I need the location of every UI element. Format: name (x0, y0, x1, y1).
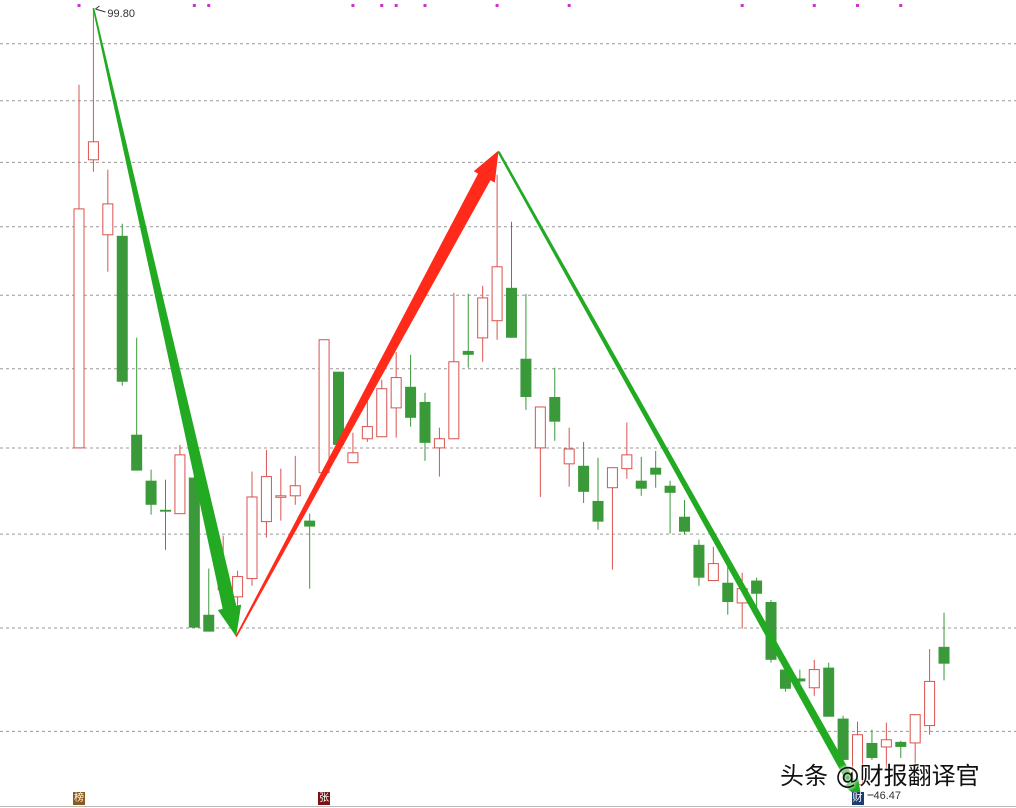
trend-arrow (235, 150, 499, 637)
top-marker-dot (207, 4, 211, 7)
candle-body-up (87, 141, 99, 161)
candle-body-up (246, 496, 258, 580)
top-marker-dot (423, 4, 427, 7)
top-marker-dot (567, 4, 571, 7)
candle-body-up (707, 563, 719, 582)
top-marker-dot (380, 4, 384, 7)
top-marker-dot (856, 4, 860, 7)
candle-body-up (534, 406, 546, 449)
top-marker-dot (812, 4, 816, 7)
candle-body-down (693, 544, 705, 578)
candle-body-down (650, 467, 662, 475)
candle-body-up (808, 669, 820, 689)
trend-arrow (92, 7, 242, 637)
candle-body-up (260, 476, 272, 523)
high-price-label: 99.80 (107, 8, 135, 20)
candle-body-up (621, 454, 633, 470)
candle-body-down (578, 465, 590, 492)
candle-body-down (895, 741, 907, 747)
candle-body-down (419, 401, 431, 443)
candle-body-up (924, 680, 936, 727)
watermark: 头条 @财报翻译官 (780, 762, 980, 790)
candle-body-down (722, 582, 734, 603)
candle-body-down (938, 646, 950, 664)
top-marker-dot (899, 4, 903, 7)
candle-body-down (837, 718, 849, 760)
candle-body-down (592, 500, 604, 522)
candle-body-down (304, 520, 316, 527)
candle-body-up (909, 714, 921, 744)
candle-body-down (765, 602, 777, 660)
candle-body-up (880, 739, 892, 748)
candle-body-up (318, 339, 330, 474)
candle-body-up (448, 361, 460, 440)
candle-body-down (549, 396, 561, 422)
candle-body-down (405, 386, 417, 418)
candle-body-up (102, 203, 114, 236)
candle-body-up (174, 454, 186, 515)
candle-body-down (333, 371, 345, 445)
candle-body-up (477, 297, 489, 339)
candle-body-up (491, 266, 503, 322)
candle-body-down (751, 580, 763, 594)
candle-body-down (203, 614, 215, 632)
candle-body-down (794, 678, 806, 682)
event-badge[interactable]: 榜 (73, 792, 85, 805)
candle-body-down (779, 669, 791, 689)
event-badge[interactable]: 财 (851, 792, 864, 805)
candle-body-down (520, 358, 532, 397)
high-pointer (95, 5, 106, 13)
candle-body-up (289, 485, 301, 497)
top-marker-dot (77, 4, 81, 7)
candle-body-down (506, 287, 518, 338)
candle-body-down (188, 477, 200, 628)
candle-body-down (131, 434, 143, 471)
candle-body-down (116, 235, 128, 382)
candle-body-down (145, 480, 157, 505)
candle-body-up (347, 452, 359, 464)
event-badge[interactable]: 张 (318, 792, 331, 805)
top-marker-dot (394, 4, 398, 7)
candle-body-down (635, 480, 647, 489)
candle-body-down (866, 742, 878, 758)
top-marker-dot (740, 4, 744, 7)
candle-body-down (679, 516, 691, 532)
candle-body-up (376, 388, 388, 438)
candle-body-up (563, 448, 575, 465)
candle-body-down (462, 350, 474, 355)
top-marker-dot (495, 4, 499, 7)
candle-body-up (275, 495, 287, 498)
top-marker-dot (192, 4, 196, 7)
candle-body-up (433, 438, 445, 449)
candle-body-up (361, 426, 373, 440)
top-marker-dot (351, 4, 355, 7)
candle-body-down (823, 667, 835, 717)
low-price-label: 46.47 (874, 790, 902, 802)
candle-body-up (73, 208, 85, 449)
candle-body-up (232, 576, 244, 598)
candle-body-down (160, 509, 172, 512)
candle-body-up (390, 377, 402, 409)
trend-arrow (497, 151, 862, 801)
candle-body-down (664, 485, 676, 493)
candle-body-up (606, 467, 618, 489)
